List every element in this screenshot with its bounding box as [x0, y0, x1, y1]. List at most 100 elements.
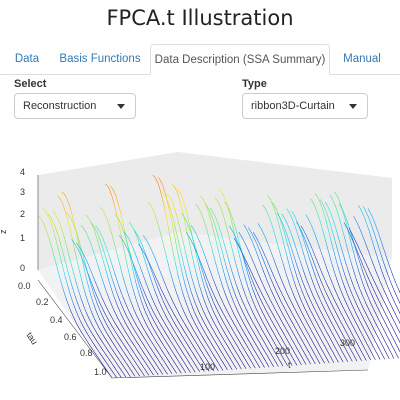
ribbon-segment — [262, 284, 265, 287]
ribbon-segment — [230, 267, 233, 272]
ribbon-segment — [102, 209, 105, 213]
ribbon-segment — [91, 224, 94, 228]
ribbon-segment — [267, 340, 270, 343]
ribbon-segment — [80, 330, 83, 334]
ribbon-segment — [213, 346, 215, 349]
ribbon-segment — [47, 214, 50, 218]
ribbon-segment — [227, 361, 229, 365]
ribbon-segment — [135, 332, 138, 335]
ribbon-segment — [326, 350, 329, 353]
ribbon-segment — [261, 338, 264, 341]
ribbon-segment — [265, 327, 268, 330]
ribbon-segment — [257, 355, 259, 358]
ribbon-segment — [387, 274, 390, 278]
ribbon-segment — [98, 237, 101, 241]
ribbon-segment — [209, 269, 212, 273]
ribbon-segment — [152, 300, 155, 304]
ribbon-segment — [107, 364, 110, 367]
ribbon-segment — [256, 336, 258, 340]
ribbon-segment — [117, 218, 120, 222]
ribbon-segment — [311, 292, 314, 296]
ribbon-segment — [316, 323, 319, 326]
ribbon-segment — [164, 208, 167, 215]
ribbon-segment — [228, 274, 230, 279]
tab-manual[interactable]: Manual — [343, 53, 381, 65]
ribbon-segment — [140, 348, 143, 351]
ribbon-segment — [124, 322, 127, 325]
ribbon-segment — [146, 298, 149, 302]
ribbon-segment — [275, 354, 278, 357]
ribbon-segment — [285, 310, 288, 314]
ribbon-segment — [289, 284, 292, 288]
ribbon-segment — [220, 366, 222, 369]
ribbon-segment — [212, 360, 214, 364]
ribbon-segment — [239, 248, 242, 251]
ribbon-segment — [393, 290, 396, 294]
ribbon-segment — [238, 303, 241, 307]
ribbon-segment — [256, 270, 259, 274]
ribbon-segment — [270, 327, 272, 330]
ribbon-segment — [120, 322, 122, 326]
ribbon-segment — [362, 295, 364, 298]
ribbon-segment — [345, 276, 347, 280]
ribbon-segment — [257, 273, 260, 277]
ribbon-segment — [393, 349, 396, 353]
ribbon-segment — [120, 332, 123, 335]
ribbon-segment — [210, 295, 213, 299]
ribbon-segment — [100, 274, 103, 279]
ribbon-segment — [186, 259, 189, 265]
ribbon-segment — [97, 341, 100, 345]
ribbon-segment — [274, 318, 277, 321]
ribbon-segment — [350, 348, 352, 351]
ribbon-segment — [326, 205, 329, 208]
ribbon-segment — [80, 249, 83, 253]
ribbon-segment — [83, 317, 86, 321]
ribbon-segment — [75, 282, 78, 287]
ribbon-segment — [228, 339, 230, 342]
ribbon-segment — [293, 242, 296, 246]
ribbon-segment — [225, 200, 227, 204]
ribbon-segment — [262, 204, 265, 207]
ribbon-segment — [188, 320, 190, 324]
ribbon-segment — [114, 273, 117, 278]
ribbon-segment — [319, 309, 322, 313]
ribbon-segment — [186, 232, 188, 235]
tab-basis-functions[interactable]: Basis Functions — [59, 53, 141, 65]
select-dropdown[interactable]: Reconstruction — [14, 93, 136, 119]
ribbon-segment — [358, 319, 361, 322]
ribbon-segment — [138, 262, 141, 266]
ribbon-segment — [130, 332, 133, 336]
ribbon-segment — [272, 348, 275, 351]
ribbon-segment — [342, 209, 344, 213]
ribbon-segment — [134, 230, 137, 234]
ribbon-segment — [288, 306, 290, 309]
ribbon-segment — [232, 355, 235, 358]
tab-data[interactable]: Data — [14, 53, 40, 65]
ribbon-segment — [101, 244, 104, 249]
ribbon-segment — [167, 336, 170, 339]
ribbon-segment — [297, 322, 299, 326]
ribbon-segment — [391, 295, 393, 299]
ribbon-segment — [157, 281, 160, 285]
ribbon-segment — [356, 324, 359, 327]
ribbon-segment — [233, 222, 236, 227]
ribbon-segment — [288, 325, 291, 328]
ribbon-segment — [60, 257, 62, 263]
tab-data-description[interactable]: Data Description (SSA Summary) — [150, 44, 330, 75]
ribbon-segment — [313, 283, 315, 287]
ribbon-segment — [161, 372, 164, 375]
ribbon-segment — [356, 352, 359, 355]
ribbon-segment — [295, 354, 298, 358]
ribbon-segment — [149, 330, 152, 334]
ribbon-segment — [101, 341, 104, 344]
ribbon-segment — [386, 296, 389, 300]
ribbon-segment — [270, 335, 272, 338]
ribbon-segment — [150, 294, 153, 298]
ribbon-segment — [109, 258, 112, 263]
ribbon-segment — [256, 291, 259, 294]
ribbon-segment — [103, 240, 106, 245]
ribbon-segment — [241, 318, 243, 321]
type-dropdown[interactable]: ribbon3D-Curtain — [242, 93, 368, 119]
ribbon-segment — [319, 346, 322, 349]
ribbon-segment — [274, 278, 277, 281]
